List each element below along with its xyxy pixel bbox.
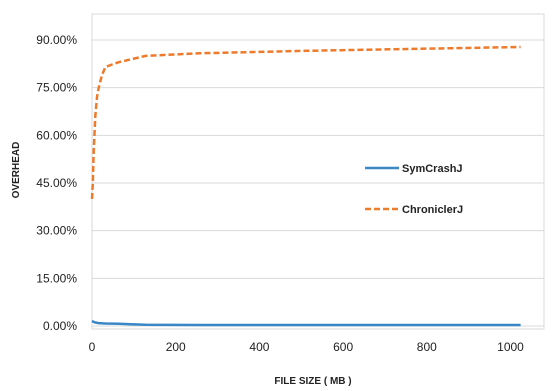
legend: SymCrashJ ChroniclerJ (365, 163, 463, 216)
x-tick-label: 600 (333, 340, 353, 354)
x-tick-label: 400 (249, 340, 269, 354)
legend-label-chroniclerj: ChroniclerJ (402, 204, 463, 216)
series-layer (90, 45, 521, 327)
y-axis-title: OVERHEAD (11, 142, 22, 199)
x-tick-label: 0 (89, 340, 96, 354)
y-tick-label: 30.00% (36, 224, 77, 238)
y-tick-labels: 0.00% 15.00% 30.00% 45.00% 60.00% 75.00% 90.00… (36, 33, 77, 333)
y-tick-label: 90.00% (36, 33, 77, 47)
x-axis-title: FILE SIZE ( MB ) (274, 376, 351, 387)
series-line-chroniclerj (90, 45, 521, 199)
x-tick-label: 200 (166, 340, 186, 354)
grid-layer (92, 39, 544, 327)
plot-border (91, 13, 545, 330)
y-tick-label: 0.00% (43, 319, 77, 333)
y-tick-label: 60.00% (36, 128, 77, 142)
y-tick-label: 45.00% (36, 176, 77, 190)
x-tick-labels: 0 200 400 600 800 1000 (89, 340, 525, 354)
series-line-symcrashj (91, 319, 521, 327)
y-tick-label: 15.00% (36, 271, 77, 285)
x-tick-label: 800 (417, 340, 437, 354)
y-tick-label: 75.00% (36, 81, 77, 95)
legend-label-symcrashj: SymCrashJ (402, 163, 463, 175)
x-tick-label: 1000 (497, 340, 524, 354)
